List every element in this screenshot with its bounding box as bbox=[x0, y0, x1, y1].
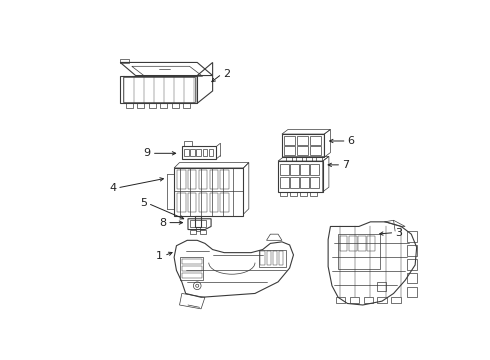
Bar bbox=[184, 141, 192, 147]
Bar bbox=[311, 164, 319, 175]
Bar bbox=[311, 192, 318, 197]
Bar bbox=[190, 149, 195, 156]
Bar bbox=[316, 157, 322, 161]
Bar bbox=[280, 177, 289, 188]
Bar bbox=[182, 266, 202, 271]
Bar bbox=[182, 273, 202, 278]
Bar bbox=[358, 236, 366, 251]
Text: 5: 5 bbox=[140, 198, 147, 208]
Bar bbox=[180, 257, 203, 280]
Bar bbox=[195, 216, 201, 227]
Bar bbox=[183, 103, 190, 108]
Bar bbox=[306, 157, 312, 161]
Bar bbox=[177, 170, 186, 189]
Text: 7: 7 bbox=[343, 160, 349, 170]
Bar bbox=[284, 136, 295, 145]
Text: 6: 6 bbox=[348, 136, 355, 146]
Bar bbox=[260, 251, 265, 265]
Bar bbox=[350, 297, 359, 303]
Bar bbox=[174, 168, 244, 216]
Bar bbox=[300, 192, 307, 197]
Bar bbox=[137, 103, 144, 108]
Bar bbox=[267, 251, 271, 265]
Bar bbox=[368, 236, 375, 251]
Bar bbox=[182, 147, 217, 159]
Bar bbox=[280, 164, 289, 175]
Bar bbox=[349, 236, 357, 251]
Bar bbox=[210, 170, 218, 189]
Bar bbox=[311, 147, 321, 155]
Bar bbox=[199, 170, 207, 189]
Bar bbox=[296, 157, 302, 161]
Bar bbox=[408, 231, 416, 242]
Bar bbox=[199, 230, 206, 234]
Bar bbox=[291, 192, 297, 197]
Bar bbox=[377, 297, 387, 303]
Bar bbox=[172, 103, 179, 108]
Bar bbox=[291, 177, 299, 188]
Bar bbox=[336, 297, 345, 303]
Bar bbox=[280, 192, 287, 197]
Bar bbox=[184, 149, 189, 156]
Bar bbox=[297, 147, 308, 155]
Bar bbox=[190, 230, 196, 234]
Bar bbox=[210, 193, 218, 212]
Bar bbox=[282, 134, 324, 157]
Bar bbox=[120, 59, 129, 63]
Bar bbox=[273, 251, 277, 265]
Bar bbox=[278, 161, 323, 192]
Text: 9: 9 bbox=[144, 148, 151, 158]
Bar bbox=[182, 259, 202, 264]
Bar bbox=[297, 136, 308, 145]
Bar bbox=[377, 282, 386, 291]
Bar bbox=[300, 164, 309, 175]
Bar bbox=[364, 297, 373, 303]
Bar bbox=[408, 287, 416, 297]
Bar bbox=[203, 149, 207, 156]
Bar bbox=[259, 249, 286, 266]
Bar bbox=[408, 245, 416, 256]
Bar bbox=[188, 193, 196, 212]
Text: 3: 3 bbox=[395, 228, 402, 238]
Bar bbox=[209, 149, 214, 156]
Bar bbox=[338, 234, 381, 269]
Bar bbox=[408, 259, 416, 270]
Bar bbox=[177, 193, 186, 212]
Bar bbox=[340, 236, 347, 251]
Bar bbox=[196, 227, 200, 231]
Text: 4: 4 bbox=[109, 183, 116, 193]
Bar bbox=[392, 297, 400, 303]
Text: 2: 2 bbox=[223, 69, 230, 79]
Bar bbox=[311, 177, 319, 188]
Text: 8: 8 bbox=[159, 217, 166, 228]
Bar bbox=[300, 177, 309, 188]
Bar bbox=[279, 251, 283, 265]
Bar bbox=[220, 193, 229, 212]
Bar bbox=[149, 103, 156, 108]
Bar bbox=[408, 273, 416, 283]
Bar bbox=[122, 77, 195, 102]
Bar bbox=[160, 103, 167, 108]
Bar bbox=[284, 147, 295, 155]
Bar bbox=[199, 193, 207, 212]
Bar bbox=[196, 149, 201, 156]
Bar bbox=[190, 220, 206, 227]
Bar bbox=[125, 103, 132, 108]
Bar bbox=[220, 170, 229, 189]
Bar bbox=[286, 157, 292, 161]
Bar bbox=[188, 170, 196, 189]
Text: 1: 1 bbox=[156, 251, 163, 261]
Bar bbox=[291, 164, 299, 175]
Bar bbox=[311, 136, 321, 145]
